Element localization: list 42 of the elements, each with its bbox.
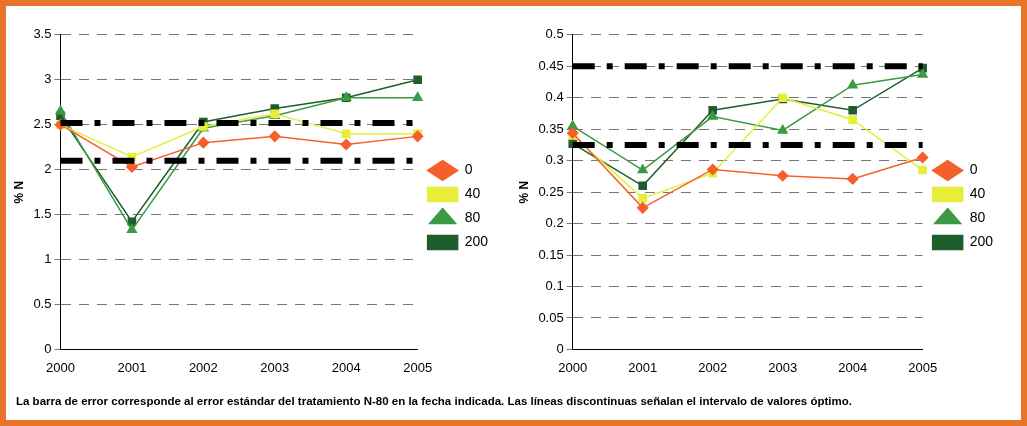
y-tick-label: 2.5 [33,116,52,132]
legend-label: 40 [464,185,481,202]
y-tick-label: 0.05 [538,309,564,325]
x-tick-label: 2000 [558,359,588,375]
y-tick-label: 0.25 [538,183,564,199]
x-tick-label: 2005 [908,359,938,375]
legend-label: 40 [969,185,986,202]
y-tick-label: 0.5 [545,26,564,42]
x-tick-label: 2001 [628,359,658,375]
x-tick-label: 2002 [698,359,728,375]
y-tick-label: 1.5 [33,206,52,222]
legend-label: 80 [969,209,986,226]
legend-label: 0 [969,161,978,178]
text: La barra de error corresponde al error estándar del tratamiento N-80 en la fecha indicada. Las líneas discontinuas señalan el intervalo de valores óptimo. [15,394,853,407]
y-tick-label: 0.5 [33,296,52,312]
legend-label: 200 [969,233,994,250]
y-tick-label: 0.45 [538,57,564,73]
y-tick-label: 0.1 [545,278,564,294]
y-axis-title: % N [516,180,531,204]
y-tick-label: 0 [44,340,52,356]
legend-label: 200 [464,233,489,250]
x-tick-label: 2001 [117,359,147,375]
y-axis-title: % N [11,180,26,204]
y-tick-label: 0.4 [545,89,564,105]
y-tick-label: 0.3 [545,152,564,168]
y-tick-label: 0.15 [538,246,564,262]
y-tick-label: 2 [44,161,52,177]
y-tick-label: 0.35 [538,120,564,136]
y-tick-label: 0.2 [545,215,564,231]
x-tick-label: 2003 [260,359,290,375]
y-tick-label: 3 [44,71,52,87]
x-tick-label: 2002 [188,359,218,375]
x-tick-label: 2004 [838,359,868,375]
y-tick-label: 0 [556,340,564,356]
legend-label: 80 [464,209,481,226]
x-tick-label: 2004 [331,359,361,375]
legend-label: 0 [464,161,473,178]
y-tick-label: 3.5 [33,26,52,42]
y-tick-label: 1 [44,251,52,267]
x-tick-label: 2003 [768,359,798,375]
x-tick-label: 2005 [403,359,433,375]
x-tick-label: 2000 [46,359,75,375]
